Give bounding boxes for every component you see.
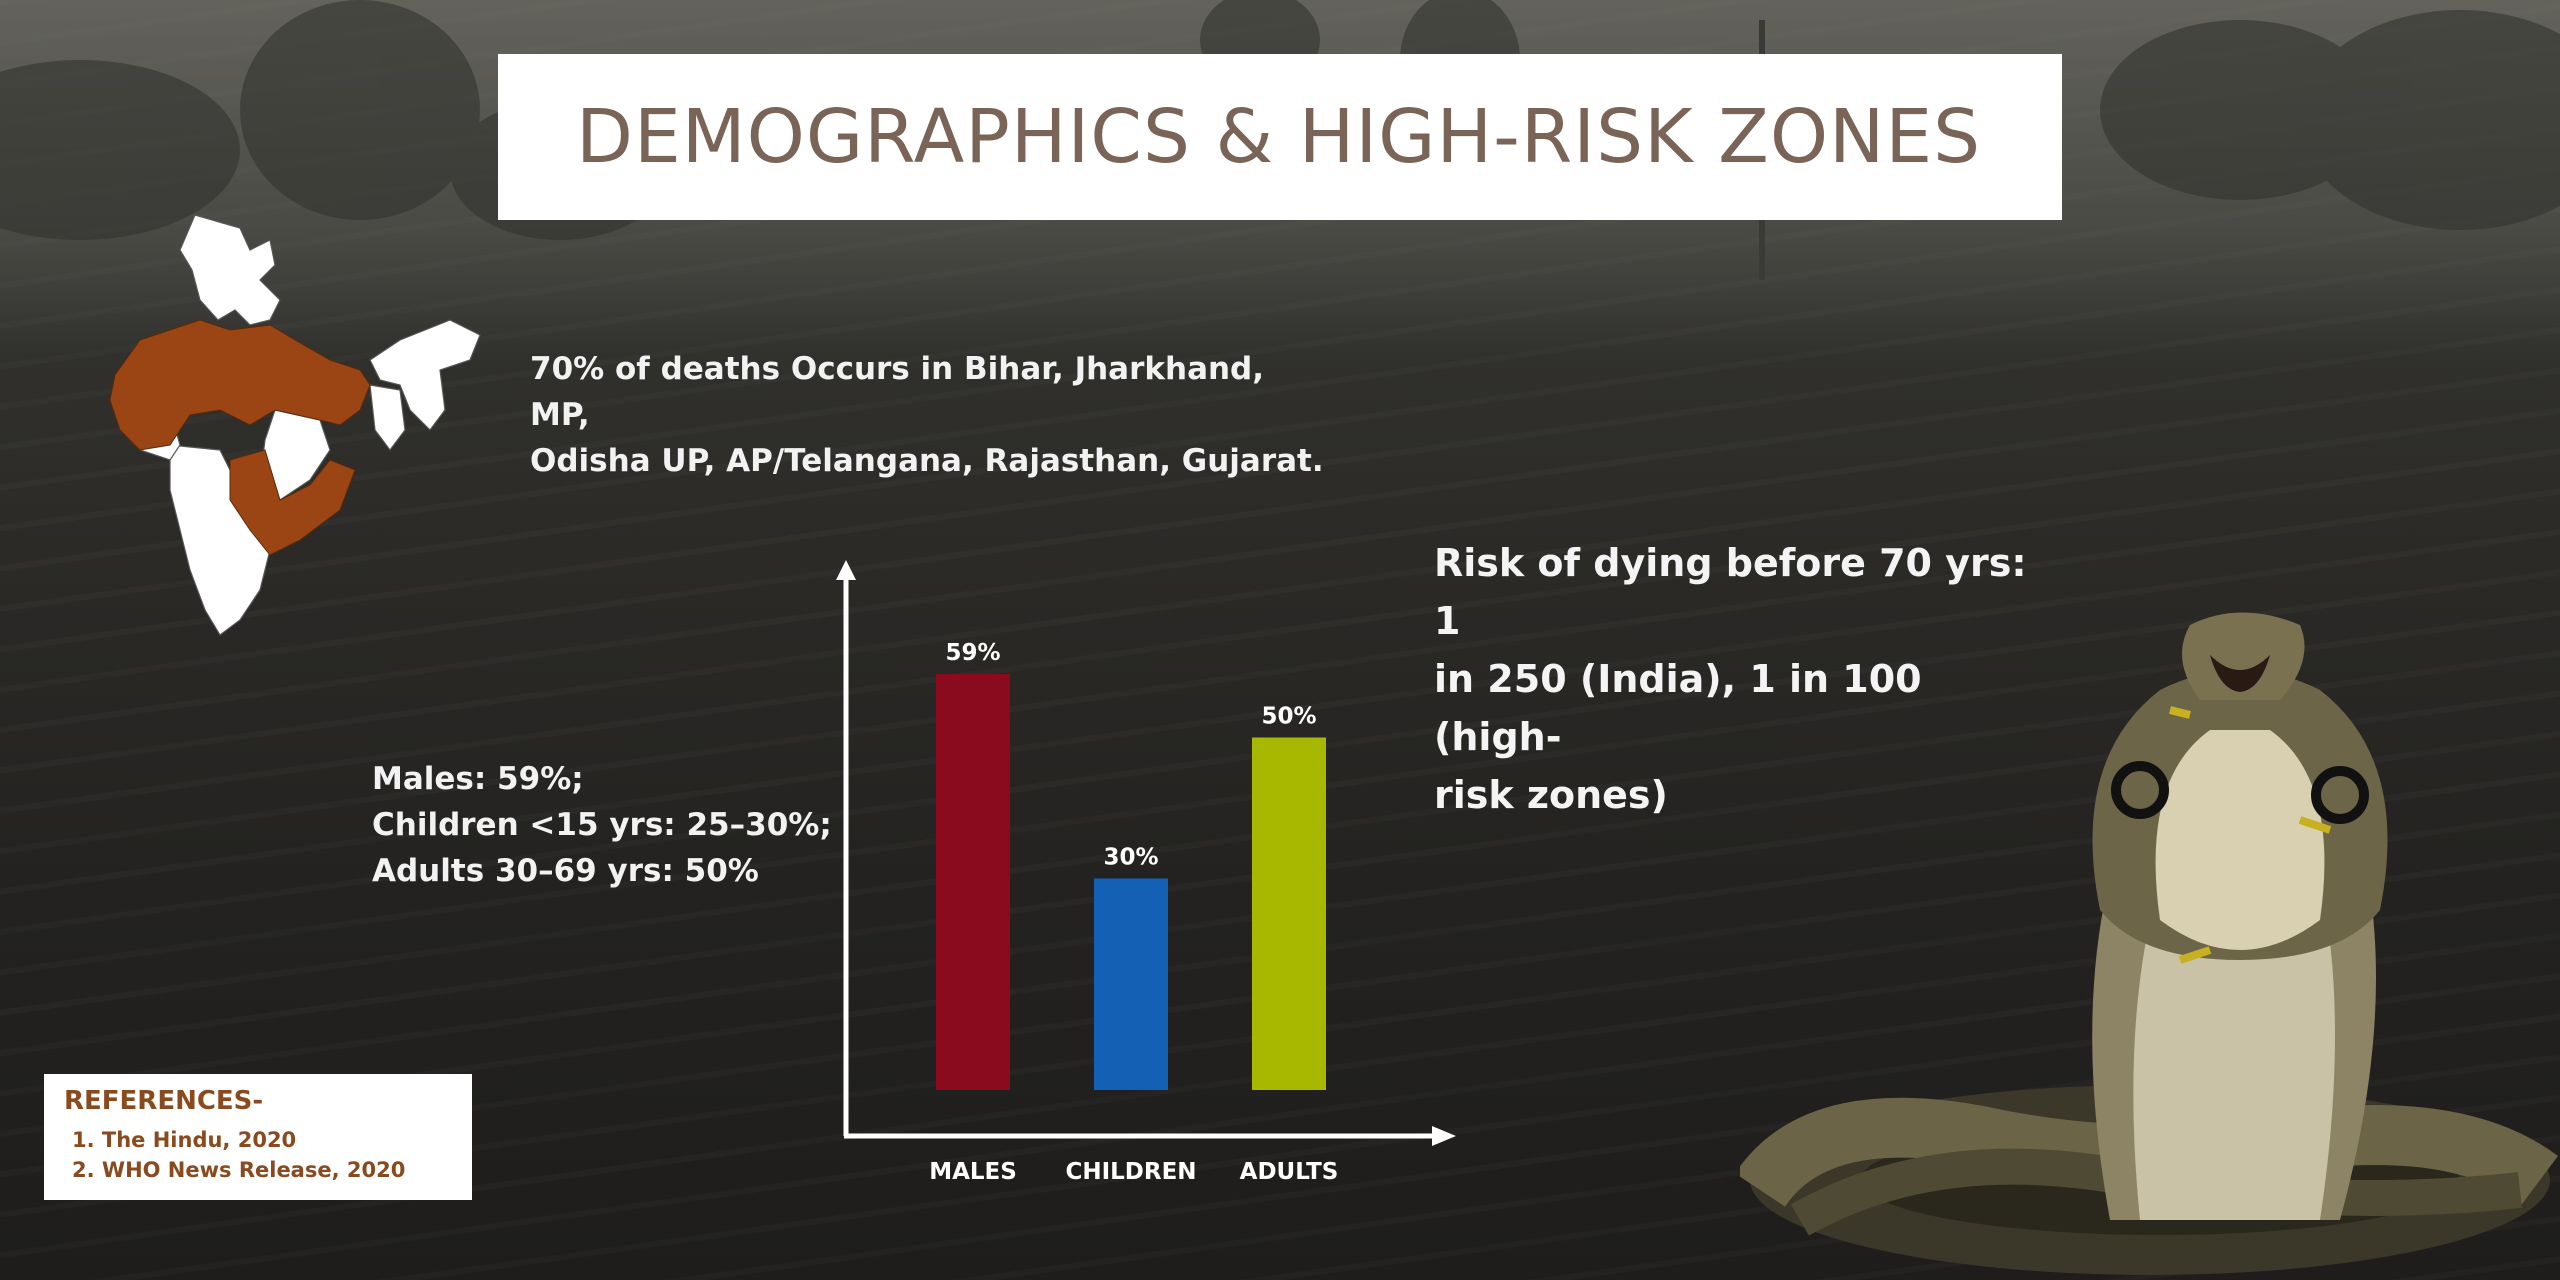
data-label-adults: 50% [1261, 704, 1316, 730]
bar-children [1094, 878, 1168, 1090]
demographics-bar-chart: 59% MALES 30% CHILDREN 50% ADULTS [836, 560, 1456, 1185]
data-label-males: 59% [945, 640, 1000, 666]
references-heading: REFERENCES- [64, 1086, 264, 1116]
zones-line-1: 70% of deaths Occurs in Bihar, Jharkhand… [530, 351, 1265, 433]
x-tick-label-adults: ADULTS [1240, 1159, 1339, 1185]
risk-line-2: in 250 (India), 1 in 100 (high- [1434, 657, 1922, 759]
x-tick-label-males: MALES [929, 1159, 1017, 1185]
x-axis-arrow [1432, 1126, 1456, 1146]
bar-group: 59% MALES 30% CHILDREN 50% ADULTS [929, 640, 1338, 1185]
map-northeast [369, 319, 481, 431]
map-highlight-south-central [229, 449, 356, 556]
bar-males [936, 674, 1010, 1090]
y-axis-arrow [836, 560, 856, 580]
high-risk-zones-text: 70% of deaths Occurs in Bihar, Jharkhand… [530, 346, 1330, 484]
demographics-text: Males: 59%; Children <15 yrs: 25–30%; Ad… [372, 756, 842, 894]
cobra-illustration [1740, 612, 2558, 1275]
references-box: REFERENCES- 1. The Hindu, 2020 2. WHO Ne… [44, 1074, 472, 1200]
bar-adults [1252, 737, 1326, 1090]
demo-line-males: Males: 59%; [372, 761, 584, 797]
reference-item-1: 1. The Hindu, 2020 [72, 1128, 297, 1152]
map-north-region [179, 214, 281, 326]
title-banner: DEMOGRAPHICS & HIGH-RISK ZONES [498, 54, 2062, 220]
map-east-central [259, 409, 331, 501]
risk-line-3: risk zones) [1434, 773, 1668, 817]
risk-line-1: Risk of dying before 70 yrs: 1 [1434, 541, 2027, 643]
data-label-children: 30% [1103, 845, 1158, 871]
reference-item-2: 2. WHO News Release, 2020 [72, 1158, 406, 1182]
zones-line-2: Odisha UP, AP/Telangana, Rajasthan, Guja… [530, 443, 1324, 479]
india-map [109, 214, 481, 636]
risk-text: Risk of dying before 70 yrs: 1 in 250 (I… [1434, 534, 2034, 824]
demo-line-adults: Adults 30–69 yrs: 50% [372, 853, 759, 889]
demo-line-children: Children <15 yrs: 25–30%; [372, 807, 832, 843]
map-highlight-regions [109, 319, 371, 556]
map-highlight-west [109, 319, 371, 451]
x-tick-label-children: CHILDREN [1065, 1159, 1196, 1185]
page-title: DEMOGRAPHICS & HIGH-RISK ZONES [576, 94, 1982, 180]
map-east-small [369, 384, 406, 451]
